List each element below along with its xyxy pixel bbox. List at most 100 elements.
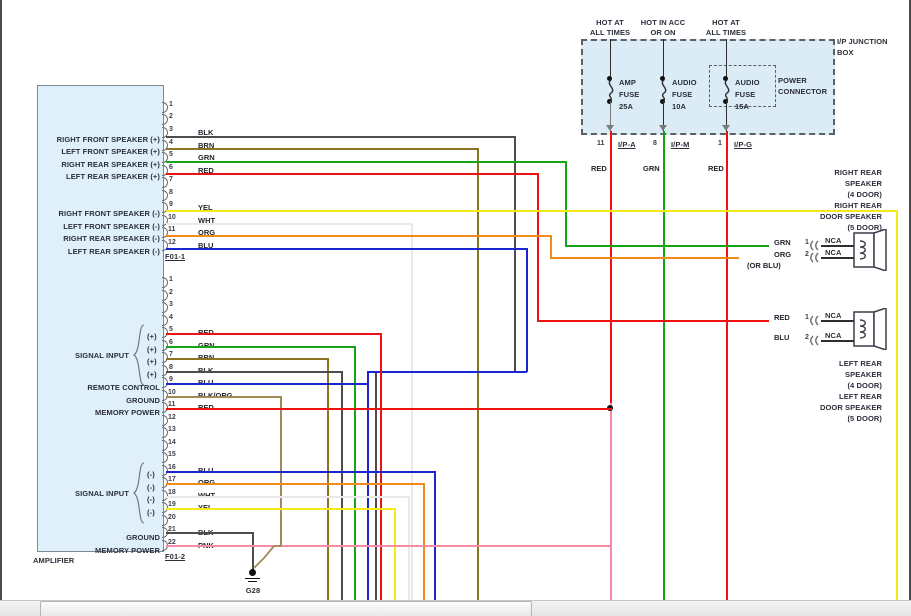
pin-number-c2-2: 2 bbox=[169, 289, 173, 296]
fuse-feed-line-2-bot bbox=[726, 101, 727, 131]
ground-bar-2 bbox=[248, 581, 257, 582]
signal-input-label-upper: SIGNAL INPUT bbox=[75, 351, 129, 360]
wire-label-c1-6: RED bbox=[198, 166, 214, 175]
wire-label-c2-10: BLK/ORG bbox=[198, 391, 233, 400]
speaker-0-wire-label-1: ORG bbox=[774, 250, 792, 259]
ground-jog-line bbox=[253, 545, 282, 569]
speaker-0-wire-label-0: GRN bbox=[774, 238, 791, 247]
speaker-1-title-0: LEFT REAR bbox=[839, 359, 882, 368]
speaker-1-term-1-icon bbox=[810, 335, 819, 346]
pin-number-c2-18: 18 bbox=[168, 489, 176, 496]
wire-c2-8-blk-v bbox=[341, 371, 343, 600]
wire-label-c1-5: GRN bbox=[198, 153, 215, 162]
fuse-rating-0: 25A bbox=[619, 102, 634, 111]
pin-number-c1-3: 3 bbox=[169, 126, 173, 133]
wire-c1-11-org-v bbox=[550, 235, 552, 258]
fuse-hot-label-2a: HOT AT bbox=[712, 18, 740, 27]
fuse-hot-label-0b: ALL TIMES bbox=[589, 28, 631, 37]
sign-label-c2-6: (+) bbox=[147, 345, 157, 354]
horizontal-scrollbar-thumb[interactable] bbox=[40, 601, 532, 616]
wire-c1-10-wht-h bbox=[166, 223, 412, 225]
pin-number-c2-5: 5 bbox=[169, 326, 173, 333]
power-connector-box bbox=[709, 65, 776, 107]
wire-c2-11-red-h bbox=[166, 408, 612, 410]
wire-c1-11-org-h2 bbox=[550, 257, 739, 259]
fuse-wire-label-0: RED bbox=[591, 164, 607, 173]
amplifier-box bbox=[37, 85, 164, 552]
sign-label-c2-18: (-) bbox=[147, 495, 155, 504]
power-wire-audio-batt bbox=[726, 131, 728, 600]
wire-c1-12-blu-h bbox=[166, 248, 527, 250]
wire-c2-6-grn-v bbox=[354, 346, 356, 600]
speaker-0-lead-0 bbox=[821, 245, 854, 247]
wire-c2-19-yel-h bbox=[166, 508, 395, 510]
fn-label-rr-speaker-neg: RIGHT REAR SPEAKER (-) bbox=[63, 234, 160, 243]
sign-label-c2-8: (+) bbox=[147, 370, 157, 379]
fuse-feed-line-1-top bbox=[663, 39, 664, 79]
speaker-0-title-4: DOOR SPEAKER bbox=[819, 212, 882, 221]
fuse-arrow-1 bbox=[659, 125, 667, 131]
wire-c1-6-red-h2 bbox=[537, 320, 769, 322]
pin-number-c2-22: 22 bbox=[168, 539, 176, 546]
pin-bracket-c2-4 bbox=[162, 315, 168, 326]
speaker-0-term-0-icon bbox=[810, 240, 819, 251]
fuse-conn-1: I/P-M bbox=[671, 140, 690, 149]
wire-c2-7-brn-h bbox=[166, 358, 328, 360]
speaker-0-title-2: (4 DOOR) bbox=[847, 190, 882, 199]
speaker-0-title-5: (5 DOOR) bbox=[847, 223, 882, 232]
wire-label-c2-7: BRN bbox=[198, 353, 215, 362]
fn-label-rf-speaker-neg: RIGHT FRONT SPEAKER (-) bbox=[58, 209, 160, 218]
fuse-name-1b: FUSE bbox=[672, 90, 693, 99]
fn-label-lf-speaker-pos: LEFT FRONT SPEAKER (+) bbox=[61, 147, 160, 156]
fuse-pin-2: 1 bbox=[718, 140, 722, 147]
fn-label-lf-speaker-neg: LEFT FRONT SPEAKER (-) bbox=[63, 222, 160, 231]
sign-label-c2-7: (+) bbox=[147, 357, 157, 366]
ground-bar-1 bbox=[245, 578, 260, 579]
pin-bracket-c2-3 bbox=[162, 302, 168, 313]
fuse-pin-1: 8 bbox=[653, 140, 657, 147]
pin-bracket-c2-1 bbox=[162, 277, 168, 288]
speaker-0-title-1: SPEAKER bbox=[845, 179, 882, 188]
wire-c1-11-org-h bbox=[166, 235, 552, 237]
wire-c2-10-blkorg-h bbox=[166, 396, 281, 398]
fuse-conn-0: I/P-A bbox=[618, 140, 636, 149]
wire-c1-5-grn-h2 bbox=[565, 245, 769, 247]
pin-number-c1-9: 9 bbox=[169, 201, 173, 208]
power-wire-pink-memory bbox=[610, 403, 612, 600]
connector-f01-2-label: F01-2 bbox=[165, 552, 186, 561]
fuse-wire-label-1: GRN bbox=[643, 164, 660, 173]
wire-c1-5-grn-v bbox=[565, 161, 567, 246]
speaker-1-pin-0: 1 bbox=[805, 314, 809, 321]
wire-c2-18-wht-v bbox=[408, 496, 410, 600]
wire-c1-10-wht-v bbox=[411, 223, 413, 600]
wire-c1-12-blu-v2 bbox=[367, 371, 369, 600]
fuse-node-0b bbox=[607, 99, 612, 104]
fuse-arrow-2 bbox=[722, 125, 730, 131]
pin-number-c2-3: 3 bbox=[169, 301, 173, 308]
wire-c1-12-blu-v bbox=[526, 248, 528, 372]
wire-c1-3-blk-v bbox=[514, 136, 516, 372]
pin-number-c2-8: 8 bbox=[169, 364, 173, 371]
wire-c1-4-brn-h bbox=[166, 148, 478, 150]
fn-label-memory-power-c2b: MEMORY POWER bbox=[95, 546, 160, 555]
speaker-0-term-1-icon bbox=[810, 252, 819, 263]
fuse-node-1 bbox=[660, 76, 665, 81]
pin-number-c1-5: 5 bbox=[169, 151, 173, 158]
sign-label-c2-5: (+) bbox=[147, 332, 157, 341]
wire-label-c2-6: GRN bbox=[198, 341, 215, 350]
signal-input-label-lower: SIGNAL INPUT bbox=[75, 489, 129, 498]
speaker-0-title-0: RIGHT REAR bbox=[834, 168, 882, 177]
speaker-0-pin-1: 2 bbox=[805, 251, 809, 258]
speaker-1-wire-label-0: RED bbox=[774, 313, 790, 322]
fuse-pin-0: 11 bbox=[597, 140, 605, 147]
pin-bracket-c1-2 bbox=[162, 114, 168, 125]
fn-label-ground-c2b: GROUND bbox=[126, 533, 160, 542]
wire-c1-3-blk-h bbox=[166, 136, 516, 138]
wire-c1-6-red-v bbox=[537, 173, 539, 321]
speaker-0-code-1: NCA bbox=[825, 248, 842, 257]
speaker-0-title-3: RIGHT REAR bbox=[834, 201, 882, 210]
speaker-0-icon bbox=[853, 229, 887, 271]
wire-label-c1-12: BLU bbox=[198, 241, 214, 250]
pin-number-c2-6: 6 bbox=[169, 339, 173, 346]
